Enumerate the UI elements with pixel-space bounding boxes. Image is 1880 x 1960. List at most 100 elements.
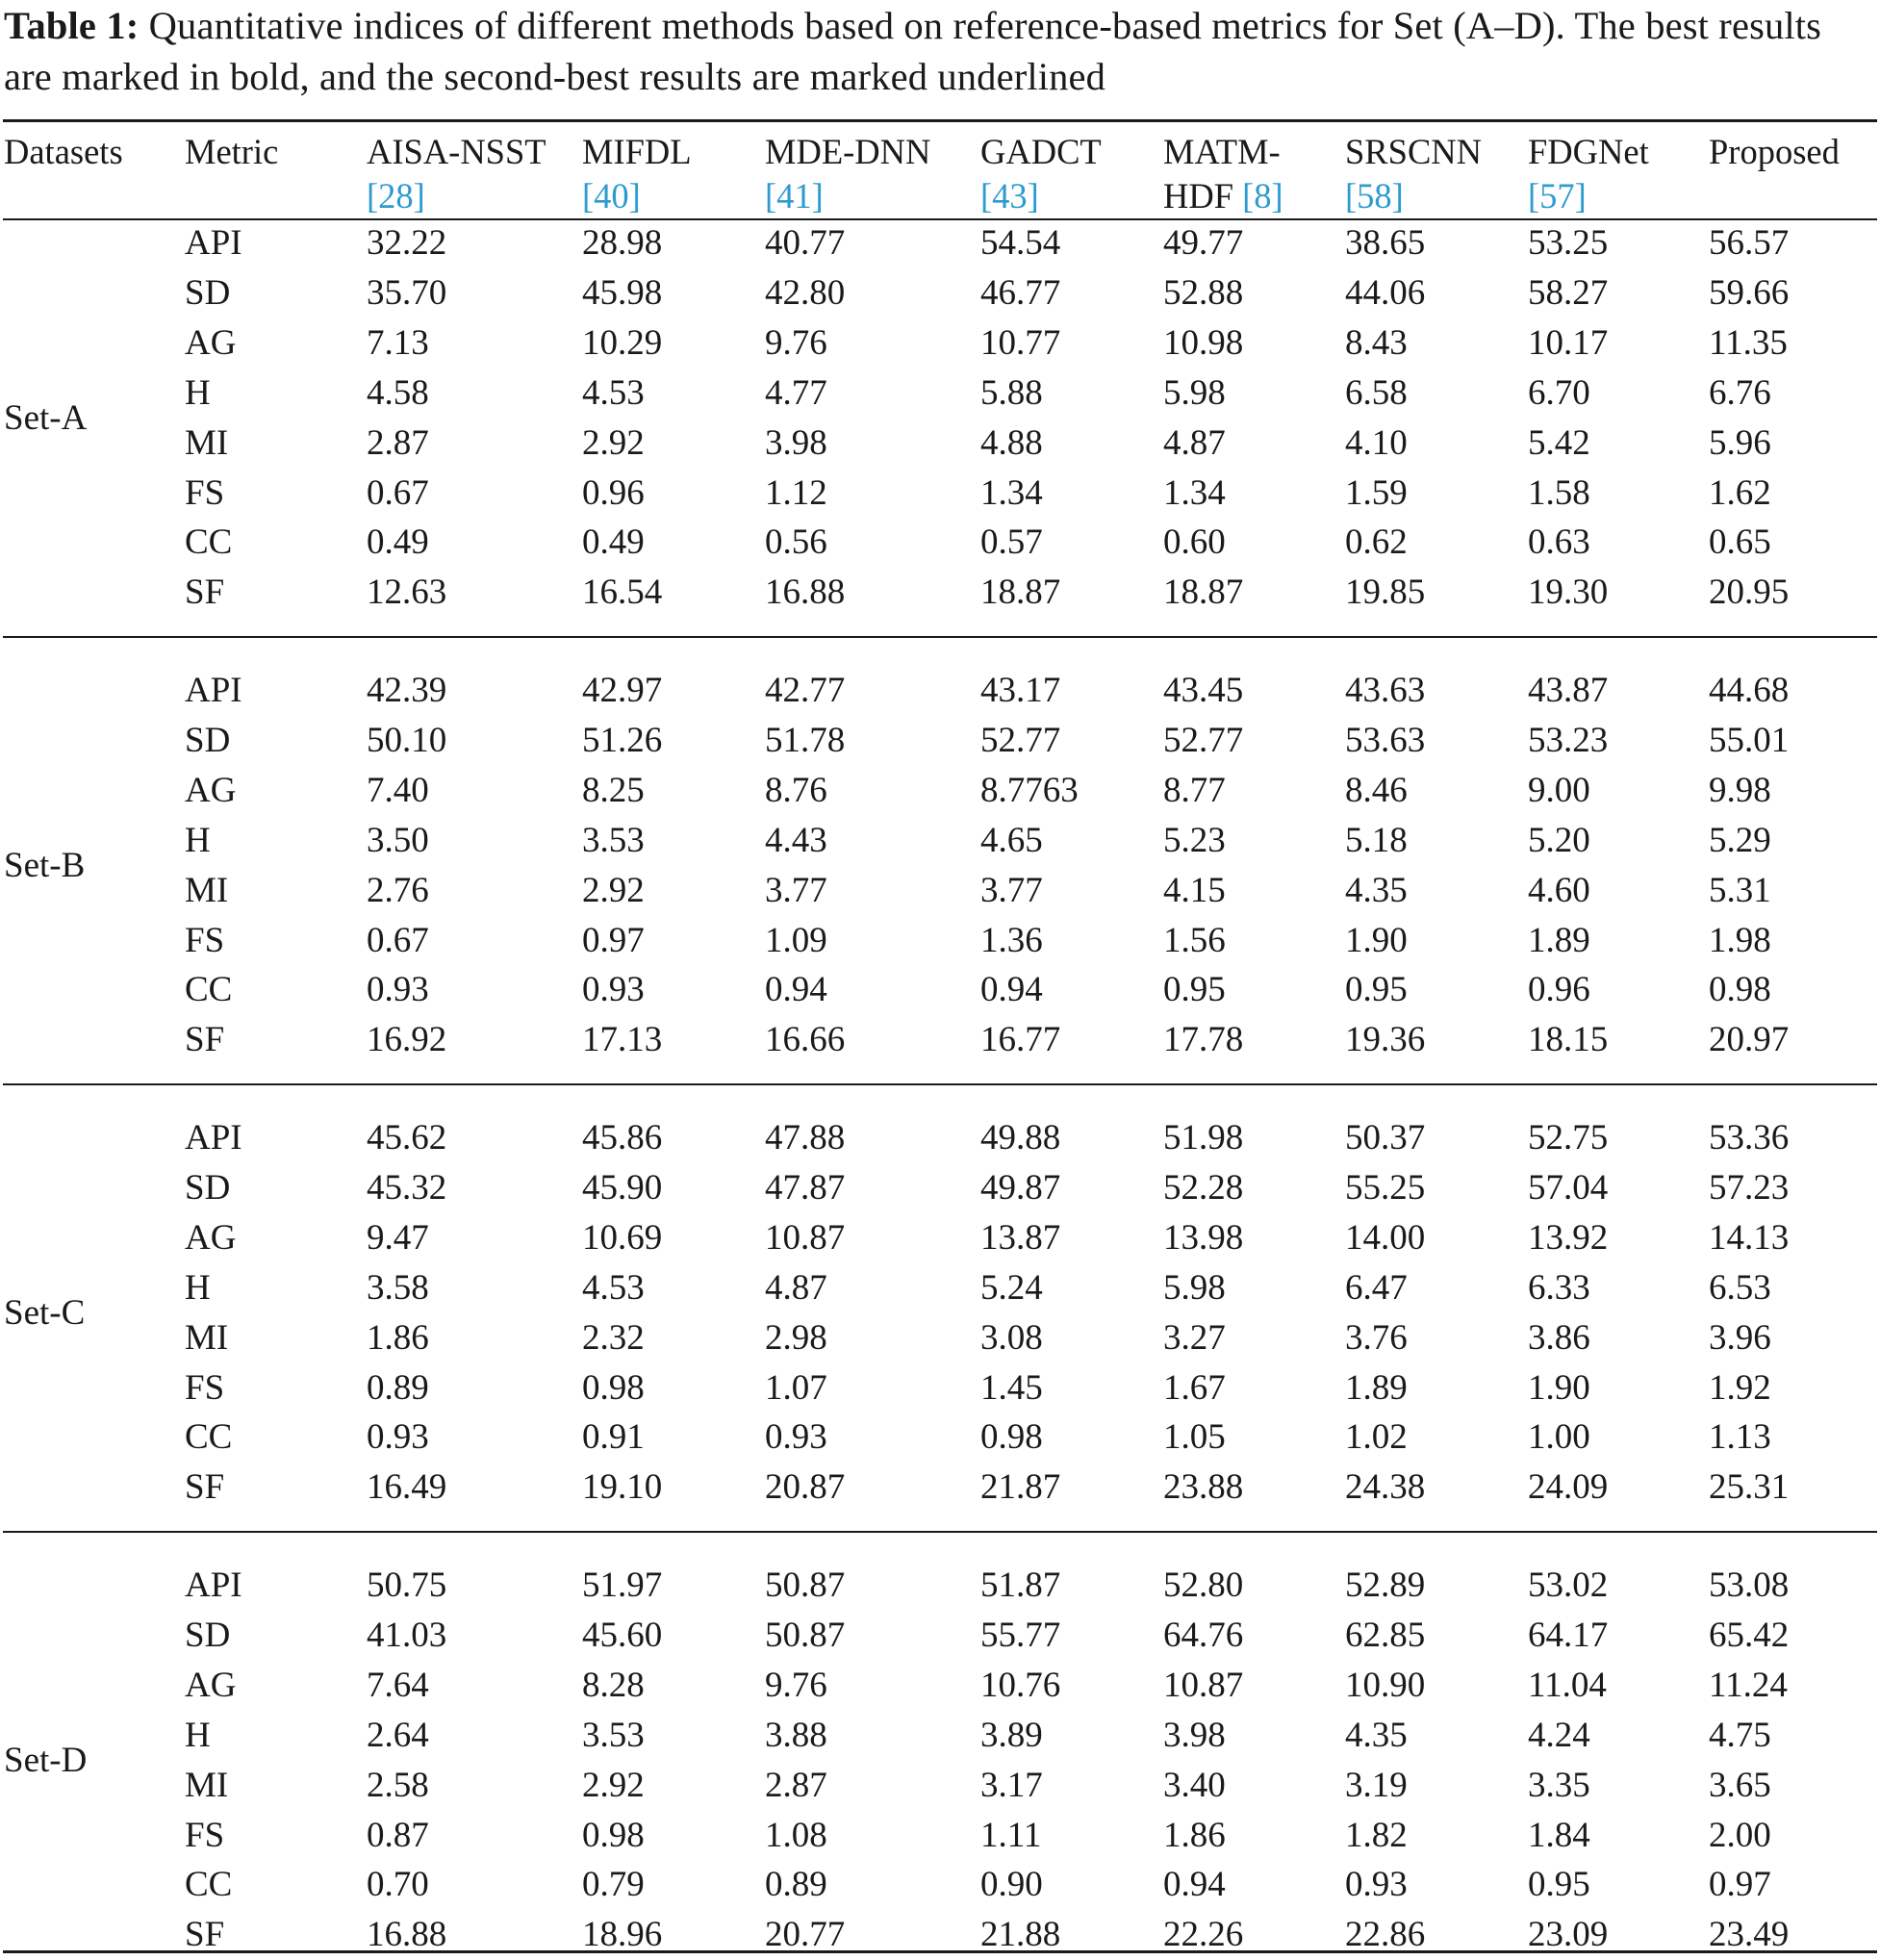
section-divider <box>3 636 1877 638</box>
value-cell: 0.65 <box>1709 522 1771 563</box>
dataset-label: Set-C <box>4 1292 86 1333</box>
value-cell: 11.35 <box>1709 322 1788 363</box>
value-cell: 1.12 <box>765 472 827 513</box>
value-cell: 6.33 <box>1528 1267 1590 1308</box>
value-cell: 4.75 <box>1709 1715 1771 1755</box>
value-cell: 6.76 <box>1709 372 1771 413</box>
value-cell: 0.91 <box>582 1417 645 1458</box>
value-cell: 9.00 <box>1528 770 1590 810</box>
value-cell: 2.98 <box>765 1317 827 1358</box>
value-cell: 16.88 <box>765 573 846 613</box>
value-cell: 0.67 <box>367 472 429 513</box>
header-method: MATM- <box>1163 132 1281 171</box>
value-cell: 4.43 <box>765 820 827 860</box>
value-cell: 51.78 <box>765 720 846 760</box>
value-cell: 58.27 <box>1528 272 1609 313</box>
header-method: Proposed <box>1709 132 1840 171</box>
value-cell: 0.98 <box>980 1417 1043 1458</box>
value-cell: 1.36 <box>980 920 1043 960</box>
value-cell: 50.87 <box>765 1615 846 1655</box>
caption-label: Table 1: <box>4 4 140 47</box>
value-cell: 1.07 <box>765 1367 827 1408</box>
value-cell: 52.80 <box>1163 1565 1244 1605</box>
value-cell: 8.46 <box>1345 770 1408 810</box>
citation-link[interactable]: [40] <box>582 176 641 216</box>
value-cell: 3.77 <box>765 870 827 910</box>
value-cell: 16.66 <box>765 1020 846 1060</box>
metric-label: API <box>185 223 242 263</box>
value-cell: 4.35 <box>1345 1715 1408 1755</box>
header-method-ref: [40] <box>582 175 641 217</box>
value-cell: 3.77 <box>980 870 1043 910</box>
header-method-ref: HDF [8] <box>1163 175 1283 217</box>
value-cell: 1.59 <box>1345 472 1408 513</box>
value-cell: 14.13 <box>1709 1217 1790 1258</box>
citation-link[interactable]: [28] <box>367 176 425 216</box>
value-cell: 51.26 <box>582 720 663 760</box>
citation-link[interactable]: [57] <box>1528 176 1587 216</box>
dataset-label: Set-A <box>4 397 88 438</box>
value-cell: 0.98 <box>1709 970 1771 1010</box>
value-cell: 19.10 <box>582 1467 663 1508</box>
value-cell: 50.10 <box>367 720 447 760</box>
value-cell: 23.88 <box>1163 1467 1244 1508</box>
value-cell: 4.65 <box>980 820 1043 860</box>
value-cell: 4.35 <box>1345 870 1408 910</box>
value-cell: 0.94 <box>980 970 1043 1010</box>
value-cell: 16.77 <box>980 1020 1061 1060</box>
value-cell: 3.08 <box>980 1317 1043 1358</box>
value-cell: 0.93 <box>582 970 645 1010</box>
value-cell: 3.53 <box>582 1715 645 1755</box>
value-cell: 4.10 <box>1345 422 1408 463</box>
value-cell: 0.57 <box>980 522 1043 563</box>
value-cell: 1.92 <box>1709 1367 1771 1408</box>
value-cell: 1.13 <box>1709 1417 1771 1458</box>
value-cell: 43.63 <box>1345 671 1426 710</box>
value-cell: 52.77 <box>1163 720 1244 760</box>
value-cell: 49.88 <box>980 1118 1061 1158</box>
metric-label: CC <box>185 1417 233 1458</box>
citation-link[interactable]: [58] <box>1345 176 1404 216</box>
value-cell: 4.60 <box>1528 870 1590 910</box>
value-cell: 5.31 <box>1709 870 1771 910</box>
metric-label: FS <box>185 472 225 513</box>
value-cell: 13.87 <box>980 1217 1061 1258</box>
value-cell: 42.77 <box>765 671 846 710</box>
value-cell: 3.40 <box>1163 1765 1226 1805</box>
value-cell: 52.88 <box>1163 272 1244 313</box>
metric-label: SD <box>185 720 231 760</box>
citation-link[interactable]: [41] <box>765 176 824 216</box>
value-cell: 24.38 <box>1345 1467 1426 1508</box>
value-cell: 53.02 <box>1528 1565 1609 1605</box>
metric-label: H <box>185 1267 211 1308</box>
metric-label: H <box>185 372 211 413</box>
value-cell: 1.02 <box>1345 1417 1408 1458</box>
value-cell: 3.86 <box>1528 1317 1590 1358</box>
metric-label: API <box>185 1565 242 1605</box>
value-cell: 2.76 <box>367 870 429 910</box>
value-cell: 2.87 <box>765 1765 827 1805</box>
value-cell: 35.70 <box>367 272 447 313</box>
citation-link[interactable]: [8] <box>1242 176 1283 216</box>
value-cell: 3.27 <box>1163 1317 1226 1358</box>
value-cell: 1.08 <box>765 1815 827 1855</box>
value-cell: 5.98 <box>1163 372 1226 413</box>
value-cell: 52.75 <box>1528 1118 1609 1158</box>
value-cell: 10.87 <box>1163 1665 1244 1705</box>
value-cell: 1.86 <box>367 1317 429 1358</box>
value-cell: 53.36 <box>1709 1118 1790 1158</box>
value-cell: 38.65 <box>1345 223 1426 263</box>
value-cell: 25.31 <box>1709 1467 1790 1508</box>
value-cell: 10.69 <box>582 1217 663 1258</box>
header-method: FDGNet <box>1528 132 1649 171</box>
metric-label: SD <box>185 1615 231 1655</box>
header-method: MIFDL <box>582 132 692 171</box>
citation-link[interactable]: [43] <box>980 176 1039 216</box>
section-divider <box>3 1531 1877 1533</box>
value-cell: 50.87 <box>765 1565 846 1605</box>
value-cell: 19.85 <box>1345 573 1426 613</box>
value-cell: 57.23 <box>1709 1167 1790 1208</box>
value-cell: 20.87 <box>765 1467 846 1508</box>
value-cell: 55.01 <box>1709 720 1790 760</box>
value-cell: 4.58 <box>367 372 429 413</box>
